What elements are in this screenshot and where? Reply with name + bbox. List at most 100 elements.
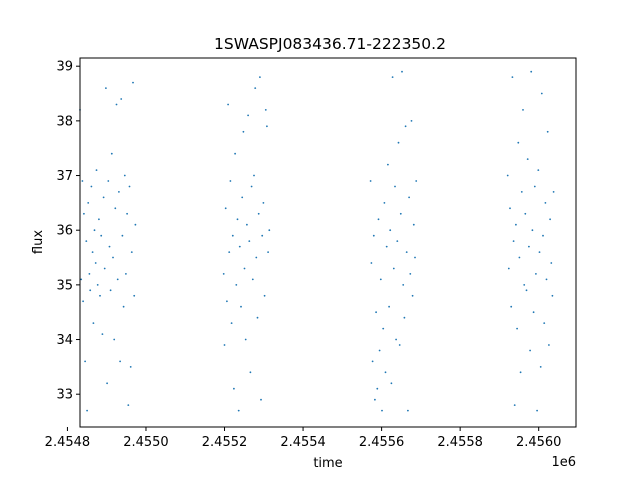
- data-point-0-73: [249, 371, 252, 374]
- data-point-0-102: [383, 202, 386, 204]
- data-point-0-22: [102, 196, 105, 199]
- data-point-0-23: [103, 267, 106, 270]
- data-point-0-159: [540, 92, 543, 95]
- data-point-0-9: [88, 273, 91, 275]
- data-point-0-74: [250, 185, 253, 188]
- data-point-0-69: [244, 338, 247, 341]
- data-point-0-150: [530, 70, 533, 73]
- data-point-0-33: [115, 103, 118, 106]
- data-point-0-155: [536, 409, 538, 412]
- data-point-0-169: [552, 191, 555, 193]
- data-point-0-99: [379, 278, 382, 281]
- data-point-0-29: [110, 152, 113, 155]
- data-point-0-98: [378, 349, 381, 352]
- data-point-0-87: [266, 125, 268, 128]
- data-point-0-39: [122, 305, 125, 308]
- data-point-0-92: [371, 360, 374, 363]
- data-point-0-117: [401, 70, 403, 73]
- data-point-0-112: [395, 338, 397, 341]
- data-point-0-83: [261, 234, 264, 237]
- data-point-0-70: [246, 223, 248, 226]
- data-point-0-48: [133, 294, 136, 297]
- y-tick-label-5: 38: [56, 114, 73, 129]
- data-point-0-148: [528, 245, 530, 248]
- data-point-0-164: [546, 130, 549, 133]
- data-point-0-141: [519, 371, 522, 374]
- data-point-0-115: [398, 344, 401, 346]
- data-point-0-13: [92, 322, 95, 324]
- data-point-0-95: [375, 311, 377, 314]
- data-point-0-126: [411, 294, 414, 297]
- data-point-0-151: [531, 229, 534, 232]
- data-point-0-52: [224, 207, 227, 210]
- data-point-0-124: [409, 273, 412, 275]
- data-point-0-133: [510, 305, 513, 308]
- data-point-0-11: [90, 185, 93, 188]
- data-point-0-25: [106, 382, 108, 385]
- data-point-0-62: [236, 218, 239, 221]
- data-point-0-147: [526, 158, 529, 161]
- data-point-0-156: [537, 169, 540, 172]
- data-point-0-132: [509, 207, 511, 210]
- data-point-0-111: [394, 185, 396, 188]
- data-point-0-143: [522, 109, 524, 111]
- data-point-0-26: [107, 180, 110, 182]
- data-point-0-110: [392, 267, 395, 270]
- data-point-0-46: [130, 251, 133, 254]
- data-point-0-8: [87, 202, 90, 204]
- data-point-0-15: [94, 262, 97, 264]
- data-point-0-86: [264, 109, 267, 111]
- data-point-0-5: [84, 360, 86, 363]
- y-tick-label-3: 36: [56, 224, 73, 239]
- data-point-0-84: [262, 202, 265, 204]
- data-point-0-104: [385, 245, 388, 248]
- data-point-0-144: [523, 284, 526, 286]
- data-point-0-106: [388, 305, 390, 308]
- data-point-0-97: [377, 218, 380, 221]
- data-point-0-65: [240, 305, 242, 308]
- data-point-0-32: [114, 207, 117, 210]
- data-point-0-10: [89, 289, 92, 292]
- x-tick-label-4: 2.4556: [359, 435, 405, 450]
- data-point-0-116: [399, 212, 402, 215]
- data-point-0-82: [260, 398, 262, 401]
- data-point-0-122: [407, 409, 409, 412]
- data-point-0-145: [524, 212, 527, 215]
- y-tick-label-6: 39: [56, 60, 73, 75]
- data-point-0-16: [95, 169, 98, 172]
- data-point-0-167: [550, 262, 553, 264]
- x-tick-label-2: 2.4552: [202, 435, 248, 450]
- data-point-0-162: [544, 202, 547, 204]
- x-tick-label-0: 2.4548: [45, 435, 91, 450]
- data-point-0-81: [259, 76, 261, 78]
- data-point-0-66: [241, 196, 244, 199]
- data-point-0-149: [529, 349, 531, 352]
- data-point-0-140: [518, 256, 521, 259]
- x-axis-label: time: [313, 456, 342, 471]
- data-point-0-158: [539, 366, 542, 368]
- data-point-0-40: [123, 174, 126, 177]
- data-point-0-85: [263, 294, 266, 297]
- y-axis-label: flux: [31, 230, 46, 254]
- data-point-0-44: [128, 185, 131, 188]
- x-axis-offset-label: 1e6: [551, 455, 576, 470]
- data-point-0-34: [116, 278, 119, 281]
- data-point-0-49: [134, 223, 137, 226]
- data-point-0-7: [86, 409, 88, 412]
- data-point-0-24: [105, 87, 107, 89]
- data-point-0-57: [230, 322, 233, 324]
- data-point-0-41: [125, 273, 127, 275]
- data-point-0-153: [533, 185, 536, 188]
- data-point-0-75: [251, 278, 254, 281]
- data-point-0-27: [108, 245, 111, 248]
- data-point-0-12: [91, 251, 94, 254]
- data-point-0-61: [235, 284, 238, 286]
- data-point-0-6: [85, 240, 88, 243]
- data-point-0-56: [229, 180, 232, 182]
- data-point-0-131: [507, 267, 510, 270]
- data-point-0-21: [101, 333, 104, 335]
- data-point-0-114: [397, 141, 400, 144]
- data-point-0-80: [257, 212, 260, 215]
- data-point-0-60: [234, 152, 237, 155]
